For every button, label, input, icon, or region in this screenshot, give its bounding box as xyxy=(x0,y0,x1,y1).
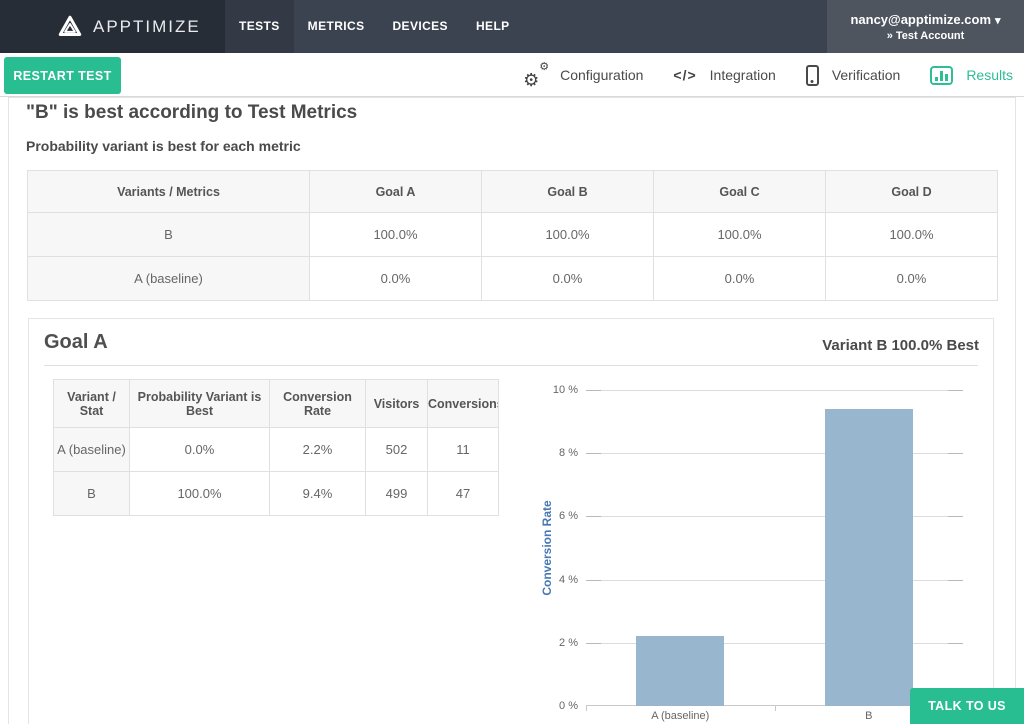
account-name[interactable]: » Test Account xyxy=(886,29,965,42)
chart-gridline xyxy=(586,579,963,581)
cell-value: 100.0% xyxy=(309,212,482,257)
goal-a-stats-table: Variant / Stat Probability Variant is Be… xyxy=(53,379,499,516)
variant-name: B xyxy=(27,212,310,257)
configuration-link[interactable]: ⚙ ⚙ Configuration xyxy=(523,60,644,91)
brand-name: APPTIMIZE xyxy=(93,16,201,36)
top-navbar: APPTIMIZE TESTS METRICS DEVICES HELP nan… xyxy=(0,0,1024,53)
chart-gridline xyxy=(586,453,963,455)
chart-gridline xyxy=(586,390,963,391)
nav-tabs: TESTS METRICS DEVICES HELP xyxy=(225,0,524,53)
stats-header-row: Variant / Stat Probability Variant is Be… xyxy=(53,379,499,428)
y-axis-tick-label: 6 % xyxy=(559,510,578,523)
chart-gridline xyxy=(586,516,963,518)
table-row: A (baseline) 0.0% 2.2% 502 11 xyxy=(53,427,499,472)
toolbar-links: ⚙ ⚙ Configuration </> Integration Verifi… xyxy=(493,53,1013,97)
brand-logo[interactable]: APPTIMIZE xyxy=(0,0,225,53)
variant-name: A (baseline) xyxy=(27,256,310,301)
cell-value: 0.0% xyxy=(653,256,826,301)
integration-label: Integration xyxy=(709,67,776,83)
variant-name: B xyxy=(53,471,130,516)
cell-value: 0.0% xyxy=(481,256,654,301)
nav-tab-devices[interactable]: DEVICES xyxy=(392,19,448,33)
caret-down-icon: ▾ xyxy=(995,14,1001,27)
nav-tab-metrics[interactable]: METRICS xyxy=(307,19,365,33)
cell-value: 502 xyxy=(365,427,428,472)
x-axis-tick xyxy=(586,706,587,711)
goal-title: Goal A xyxy=(44,331,108,353)
nav-tab-tests[interactable]: TESTS xyxy=(225,0,294,53)
cell-value: 100.0% xyxy=(825,212,998,257)
code-icon: </> xyxy=(673,67,697,83)
chart-gridline xyxy=(586,642,963,644)
col-conversions: Conversions xyxy=(427,379,499,428)
col-goal-c: Goal C xyxy=(653,170,826,213)
goal-a-chart: Conversion Rate 0 % 2 % 4 % 6 % 8 % 10 % A (ba… xyxy=(524,374,995,724)
col-goal-a: Goal A xyxy=(309,170,482,213)
integration-link[interactable]: </> Integration xyxy=(673,67,775,83)
y-axis-tick-label: 2 % xyxy=(559,636,578,649)
nav-tab-help[interactable]: HELP xyxy=(475,19,510,33)
chart-bar xyxy=(636,636,725,706)
col-goal-d: Goal D xyxy=(825,170,998,213)
cell-value: 100.0% xyxy=(129,471,270,516)
apptimize-logo-icon xyxy=(58,15,82,36)
x-axis-tick xyxy=(774,706,776,711)
table-row: B 100.0% 100.0% 100.0% 100.0% xyxy=(27,212,998,257)
page-subtitle: Probability variant is best for each met… xyxy=(26,138,301,154)
col-variant-stat: Variant / Stat xyxy=(53,379,130,428)
page-title: "B" is best according to Test Metrics xyxy=(26,102,358,123)
goal-a-card: Goal A Variant B 100.0% Best Variant / S… xyxy=(28,318,994,724)
user-email[interactable]: nancy@apptimize.com ▾ xyxy=(850,11,1001,27)
chart-bar xyxy=(824,408,913,706)
talk-to-us-button[interactable]: TALK TO US xyxy=(910,688,1024,724)
configuration-label: Configuration xyxy=(560,67,644,83)
x-axis-category-label: B xyxy=(865,710,873,722)
restart-test-button[interactable]: RESTART TEST xyxy=(4,57,121,94)
col-probability-best: Probability Variant is Best xyxy=(129,379,270,428)
cell-value: 499 xyxy=(365,471,428,516)
cell-value: 0.0% xyxy=(309,256,482,301)
divider xyxy=(44,365,978,366)
test-toolbar: RESTART TEST ⚙ ⚙ Configuration </> Integ… xyxy=(0,53,1024,97)
y-axis-tick-label: 10 % xyxy=(552,384,578,396)
chart-plot: 0 % 2 % 4 % 6 % 8 % 10 % A (baseline) B xyxy=(553,384,963,722)
cell-value: 0.0% xyxy=(825,256,998,301)
cell-value: 100.0% xyxy=(653,212,826,257)
cell-value: 100.0% xyxy=(481,212,654,257)
col-goal-b: Goal B xyxy=(481,170,654,213)
table-row: B 100.0% 9.4% 499 47 xyxy=(53,471,499,516)
goal-best-label: Variant B 100.0% Best xyxy=(822,337,979,354)
x-axis-line xyxy=(586,705,963,706)
results-label: Results xyxy=(966,67,1013,83)
cell-value: 9.4% xyxy=(269,471,366,516)
cell-value: 2.2% xyxy=(269,427,366,472)
col-variants-metrics: Variants / Metrics xyxy=(27,170,310,213)
verification-label: Verification xyxy=(831,67,901,83)
results-panel: "B" is best according to Test Metrics Pr… xyxy=(8,97,1016,724)
y-axis-tick-label: 4 % xyxy=(559,573,578,586)
cell-value: 0.0% xyxy=(129,427,270,472)
user-menu[interactable]: nancy@apptimize.com ▾ » Test Account xyxy=(827,0,1024,53)
col-visitors: Visitors xyxy=(365,379,428,428)
x-axis-category-label: A (baseline) xyxy=(651,710,710,722)
phone-icon xyxy=(805,64,819,86)
table-row: A (baseline) 0.0% 0.0% 0.0% 0.0% xyxy=(27,256,998,301)
variant-name: A (baseline) xyxy=(53,427,130,472)
results-link[interactable]: Results xyxy=(930,65,1013,85)
col-conversion-rate: Conversion Rate xyxy=(269,379,366,428)
metrics-summary-table: Variants / Metrics Goal A Goal B Goal C … xyxy=(27,170,998,301)
nav-spacer xyxy=(524,0,827,53)
metrics-header-row: Variants / Metrics Goal A Goal B Goal C … xyxy=(27,170,998,213)
bar-chart-icon xyxy=(930,65,954,85)
verification-link[interactable]: Verification xyxy=(805,64,901,86)
y-axis-tick-label: 8 % xyxy=(559,447,578,460)
gears-icon: ⚙ ⚙ xyxy=(523,60,550,91)
cell-value: 11 xyxy=(427,427,499,472)
cell-value: 47 xyxy=(427,471,499,516)
y-axis-tick-label: 0 % xyxy=(559,700,578,712)
